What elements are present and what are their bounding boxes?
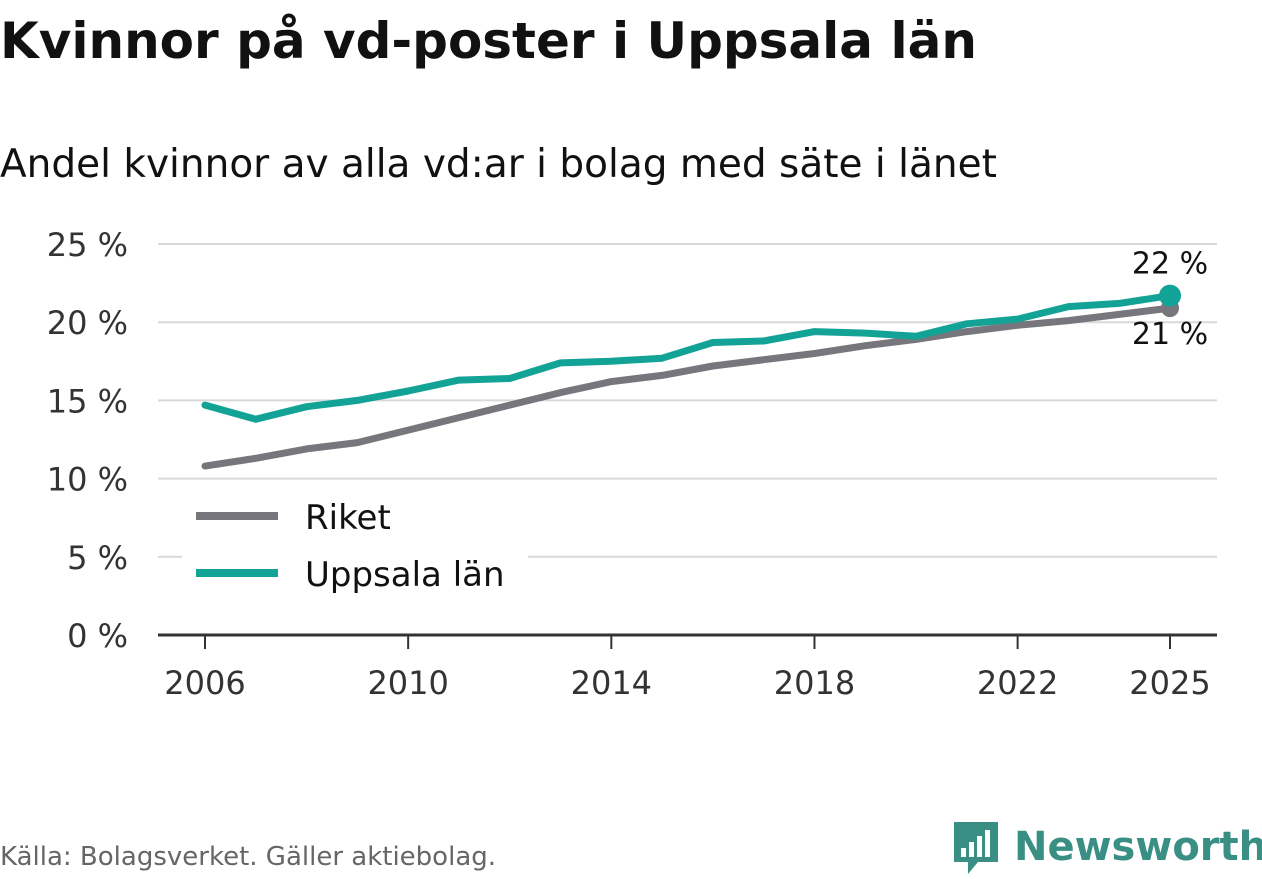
x-tick-label: 2018 xyxy=(774,664,855,702)
legend-background xyxy=(182,492,528,604)
chart-title: Kvinnor på vd-poster i Uppsala län xyxy=(0,12,977,70)
newsworthy-logo-icon xyxy=(954,822,998,874)
brand-logo: Newsworthy xyxy=(950,818,1262,876)
y-tick-label: 5 % xyxy=(67,539,128,577)
line-chart: 0 %5 %10 %15 %20 %25 % 2006 2010 2014 2018 2… xyxy=(47,226,1217,702)
end-point-uppsala xyxy=(1159,284,1181,307)
y-axis: 0 % 5 % 10 % 15 % 20 % 25 % xyxy=(47,226,128,655)
x-tick-label: 2025 xyxy=(1129,664,1210,702)
legend-label-uppsala: Uppsala län xyxy=(305,555,505,595)
legend-label-riket: Riket xyxy=(305,498,391,538)
x-tick-label: 2006 xyxy=(164,664,245,702)
y-tick-label: 15 % xyxy=(47,382,128,420)
end-label-riket: 21 % xyxy=(1132,317,1208,352)
brand-name: Newsworthy xyxy=(1014,824,1262,870)
legend: Riket Uppsala län xyxy=(182,492,528,604)
series-line-uppsala xyxy=(201,292,1174,423)
x-tick-label: 2014 xyxy=(571,664,652,702)
y-tick-label: 25 % xyxy=(47,226,128,264)
y-tick-label: 0 % xyxy=(67,617,128,655)
end-labels: 21 % 22 % xyxy=(1132,247,1208,353)
source-note: Källa: Bolagsverket. Gäller aktiebolag. xyxy=(0,842,497,872)
chart-subtitle: Andel kvinnor av alla vd:ar i bolag med … xyxy=(0,142,997,187)
series-line-riket xyxy=(201,304,1174,470)
x-tick-label: 2022 xyxy=(977,664,1058,702)
end-label-uppsala: 22 % xyxy=(1132,247,1208,282)
x-axis: 2006 2010 2014 2018 2022 2025 xyxy=(158,633,1217,702)
series-group xyxy=(201,284,1181,470)
y-tick-label: 10 % xyxy=(47,461,128,499)
y-tick-label: 20 % xyxy=(47,304,128,342)
x-tick-label: 2010 xyxy=(367,664,448,702)
